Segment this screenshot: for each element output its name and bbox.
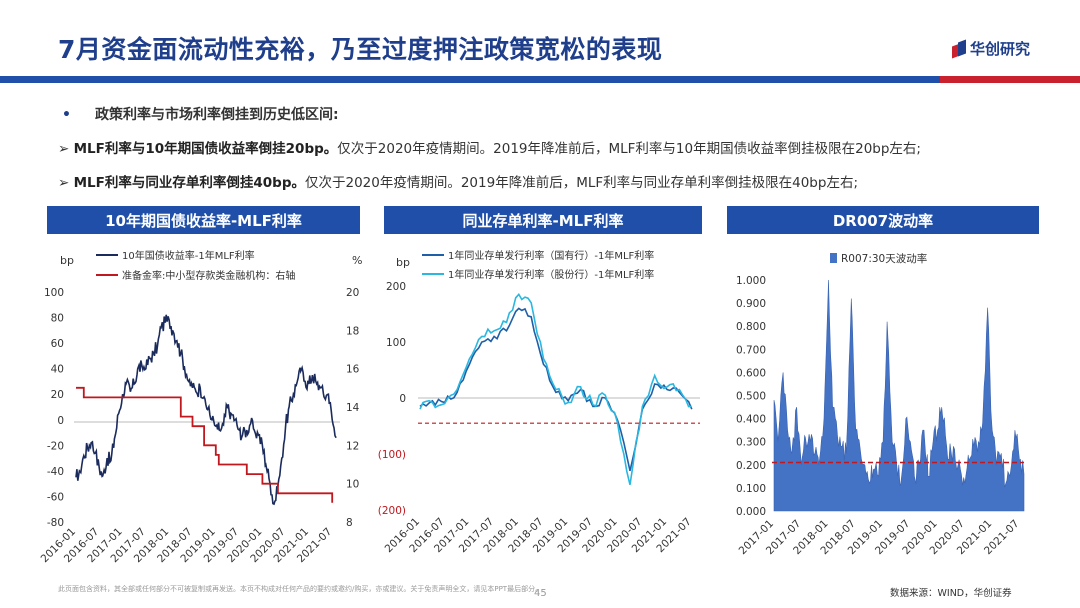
bullet-point-1-text: 仅次于2020年疫情期间。2019年降准前后，MLF利率与10年期国债收益率倒挂… (337, 141, 921, 157)
chart-2-title: 同业存单利率-MLF利率 (384, 206, 702, 234)
y-tick-label: 40 (51, 364, 64, 376)
y-tick-label: 0 (57, 415, 64, 427)
footer-disclaimer: 此页面包含资料，其全部或任何部分不可被复制或再发送。本页不构成对任何产品的要约或… (58, 585, 543, 593)
y-tick-label: 200 (386, 281, 406, 293)
y-tick-label: 0.900 (736, 298, 766, 310)
series-rrr (76, 386, 334, 503)
y-tick-label: 60 (51, 338, 64, 350)
y2-tick-label: 20 (346, 287, 359, 299)
legend-item-2: 1年同业存单发行利率（股份行）-1年MLF利率 (448, 268, 654, 281)
y-tick-label: 0.400 (736, 414, 766, 426)
legend-item-1: 1年同业存单发行利率（国有行）-1年MLF利率 (448, 249, 654, 262)
bullet-point-1: ➢ MLF利率与10年期国债收益率倒挂20bp。仅次于2020年疫情期间。201… (58, 137, 921, 157)
bullet-point-2-text: 仅次于2020年疫情期间。2019年降准前后，MLF利率与同业存单利率倒挂极限在… (304, 175, 858, 191)
page-title: 7月资金面流动性充裕，乃至过度押注政策宽松的表现 (58, 35, 663, 64)
chart-10y-minus-mlf: bp % 10年国债收益率-1年MLF利率 准备金率:中小型存款类金融机构：右轴… (40, 249, 362, 565)
y2-tick-label: 16 (346, 364, 360, 376)
y-tick-label: 20 (51, 389, 64, 401)
logo-text: 华创研究 (970, 40, 1031, 58)
bullet-point-2-bold: MLF利率与同业存单利率倒挂40bp。 (73, 175, 305, 191)
y-tick-label: 0.600 (736, 367, 766, 379)
y-tick-label: -40 (47, 466, 64, 478)
y-tick-label: 80 (51, 313, 64, 325)
header-divider-accent (940, 76, 1080, 83)
arrow-marker-icon: ➢ (58, 141, 70, 157)
bullet-point-1-bold: MLF利率与10年期国债收益率倒挂20bp。 (73, 141, 338, 157)
chart-dr007-volatility: R007:30天波动率 1.000 0.900 0.800 0.700 0.600 0.5… (736, 252, 1025, 557)
bullet-dot: • (62, 107, 71, 123)
chart-ncd-minus-mlf: bp 1年同业存单发行利率（国有行）-1年MLF利率 1年同业存单发行利率（股份… (378, 249, 700, 555)
y-tick-label: (200) (378, 505, 406, 517)
y-tick-label: 100 (44, 287, 64, 299)
bullet-heading: • 政策利率与市场利率倒挂到历史低区间: (62, 104, 339, 124)
y-tick-label: 0.300 (736, 437, 766, 449)
y-tick-label: -60 (47, 491, 64, 503)
chart-1-title: 10年期国债收益率-MLF利率 (47, 206, 360, 234)
bullet-heading-text: 政策利率与市场利率倒挂到历史低区间: (94, 107, 339, 123)
y-tick-label: 0.000 (736, 506, 766, 518)
legend-item-2: 准备金率:中小型存款类金融机构：右轴 (122, 269, 295, 282)
y2-tick-label: 18 (346, 325, 359, 337)
arrow-marker-icon: ➢ (58, 175, 70, 191)
legend-swatch-bar (830, 253, 837, 263)
series-ncd-joint-stock (419, 293, 692, 485)
series-ncd-state-banks (419, 307, 693, 471)
y-tick-label: 1.000 (736, 275, 766, 287)
chart-3-title: DR007波动率 (727, 206, 1039, 234)
header-divider (0, 76, 1080, 83)
legend-item-1: R007:30天波动率 (841, 252, 927, 265)
y-tick-label: (100) (378, 449, 406, 461)
series-dr007-volatility (773, 279, 1025, 512)
y-tick-label: 100 (386, 337, 406, 349)
data-source: 数据来源：WIND，华创证券 (890, 588, 1012, 599)
logo-mark-icon (952, 39, 966, 58)
y2-tick-label: 10 (346, 479, 359, 491)
y-tick-label: -20 (47, 440, 64, 452)
y-tick-label: 0.800 (736, 321, 766, 333)
y2-tick-label: 8 (346, 517, 353, 529)
page-number: 45 (534, 588, 547, 599)
y-tick-label: 0.500 (736, 391, 766, 403)
series-10y-minus-mlf (75, 314, 337, 506)
y-tick-label: 0.100 (736, 483, 766, 495)
legend-item-1: 10年国债收益率-1年MLF利率 (122, 249, 255, 262)
y-tick-label: 0.700 (736, 344, 766, 356)
chart1-ylabel: bp (60, 254, 74, 267)
y2-tick-label: 14 (346, 402, 360, 414)
chart2-ylabel: bp (396, 256, 410, 269)
y2-tick-label: 12 (346, 440, 359, 452)
y-tick-label: 0.200 (736, 460, 766, 472)
bullet-point-2: ➢ MLF利率与同业存单利率倒挂40bp。仅次于2020年疫情期间。2019年降… (58, 171, 858, 191)
y-tick-label: -80 (47, 517, 64, 529)
chart1-y2label: % (352, 254, 362, 267)
brand-logo: 华创研究 (952, 38, 1030, 59)
y-tick-label: 0 (399, 393, 406, 405)
